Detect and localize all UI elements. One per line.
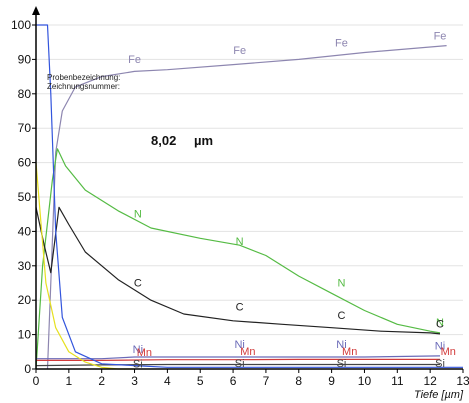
y-tick-label: 0 (24, 362, 31, 376)
series-label-si: Si (133, 358, 143, 370)
series-label-fe: Fe (128, 54, 141, 66)
series-line-c (35, 206, 441, 335)
x-tick-label: 11 (391, 374, 404, 388)
series-line-fe (46, 45, 447, 370)
y-tick-label: 60 (18, 156, 32, 170)
series-label-mn: Mn (342, 346, 357, 358)
y-tick-label: 70 (18, 121, 32, 135)
y-tick-label: 90 (18, 52, 32, 66)
series-label-ni: Ni (234, 339, 244, 351)
grid (36, 24, 463, 370)
y-tick-label: 50 (18, 190, 32, 204)
x-tick-label: 2 (98, 374, 105, 388)
thickness-unit: µm (194, 133, 213, 148)
x-tick-label: 4 (164, 374, 171, 388)
series-line-si (35, 363, 440, 367)
series-layer (35, 24, 463, 370)
series-line-unlabeled-6 (36, 24, 463, 368)
x-tick-label: 8 (295, 374, 302, 388)
x-tick-label: 13 (456, 374, 469, 388)
x-tick-label: 9 (328, 374, 335, 388)
y-tick-label: 20 (18, 293, 32, 307)
series-label-ni: Ni (336, 339, 346, 351)
x-tick-label: 0 (33, 374, 40, 388)
y-tick-label: 30 (18, 259, 32, 273)
series-label-si: Si (337, 358, 347, 370)
series-label-ni: Ni (435, 341, 445, 353)
x-tick-label: 6 (230, 374, 237, 388)
series-label-c: C (337, 310, 345, 322)
series-label-ni: Ni (133, 344, 143, 356)
x-axis-title: Tiefe [µm] (414, 389, 464, 401)
series-line-n (35, 148, 441, 370)
series-label-n: N (236, 236, 244, 248)
y-tick-label: 40 (18, 224, 32, 238)
series-label-si: Si (435, 358, 445, 370)
thickness-value: 8,02 (151, 133, 176, 148)
series-label-fe: Fe (335, 37, 348, 49)
x-tick-label: 7 (263, 374, 270, 388)
series-label-n: N (337, 277, 345, 289)
series-label-c: C (134, 277, 142, 289)
series-label-mn: Mn (137, 347, 152, 359)
series-label-mn: Mn (441, 346, 456, 358)
series-line-mn (36, 358, 440, 361)
series-label-n: N (436, 317, 444, 329)
series-label-c: C (236, 302, 244, 314)
x-tick-label: 3 (131, 374, 138, 388)
series-label-n: N (134, 209, 142, 221)
series-label-fe: Fe (434, 30, 447, 42)
y-tick-label: 100 (11, 18, 31, 32)
series-label-fe: Fe (233, 45, 246, 57)
series-label-c: C (436, 319, 444, 331)
y-axis-arrow-icon (32, 6, 40, 15)
sample-label: Probenbezeichnung: (47, 73, 120, 82)
y-tick-label: 80 (18, 87, 32, 101)
x-tick-label: 5 (197, 374, 204, 388)
x-tick-label: 10 (358, 374, 372, 388)
series-label-si: Si (235, 358, 245, 370)
series-label-mn: Mn (240, 346, 255, 358)
drawing-label: Zeichnungsnummer: (47, 82, 120, 91)
x-tick-label: 12 (423, 374, 437, 388)
x-tick-label: 1 (66, 374, 73, 388)
axes (32, 6, 463, 370)
y-tick-label: 10 (18, 328, 32, 342)
